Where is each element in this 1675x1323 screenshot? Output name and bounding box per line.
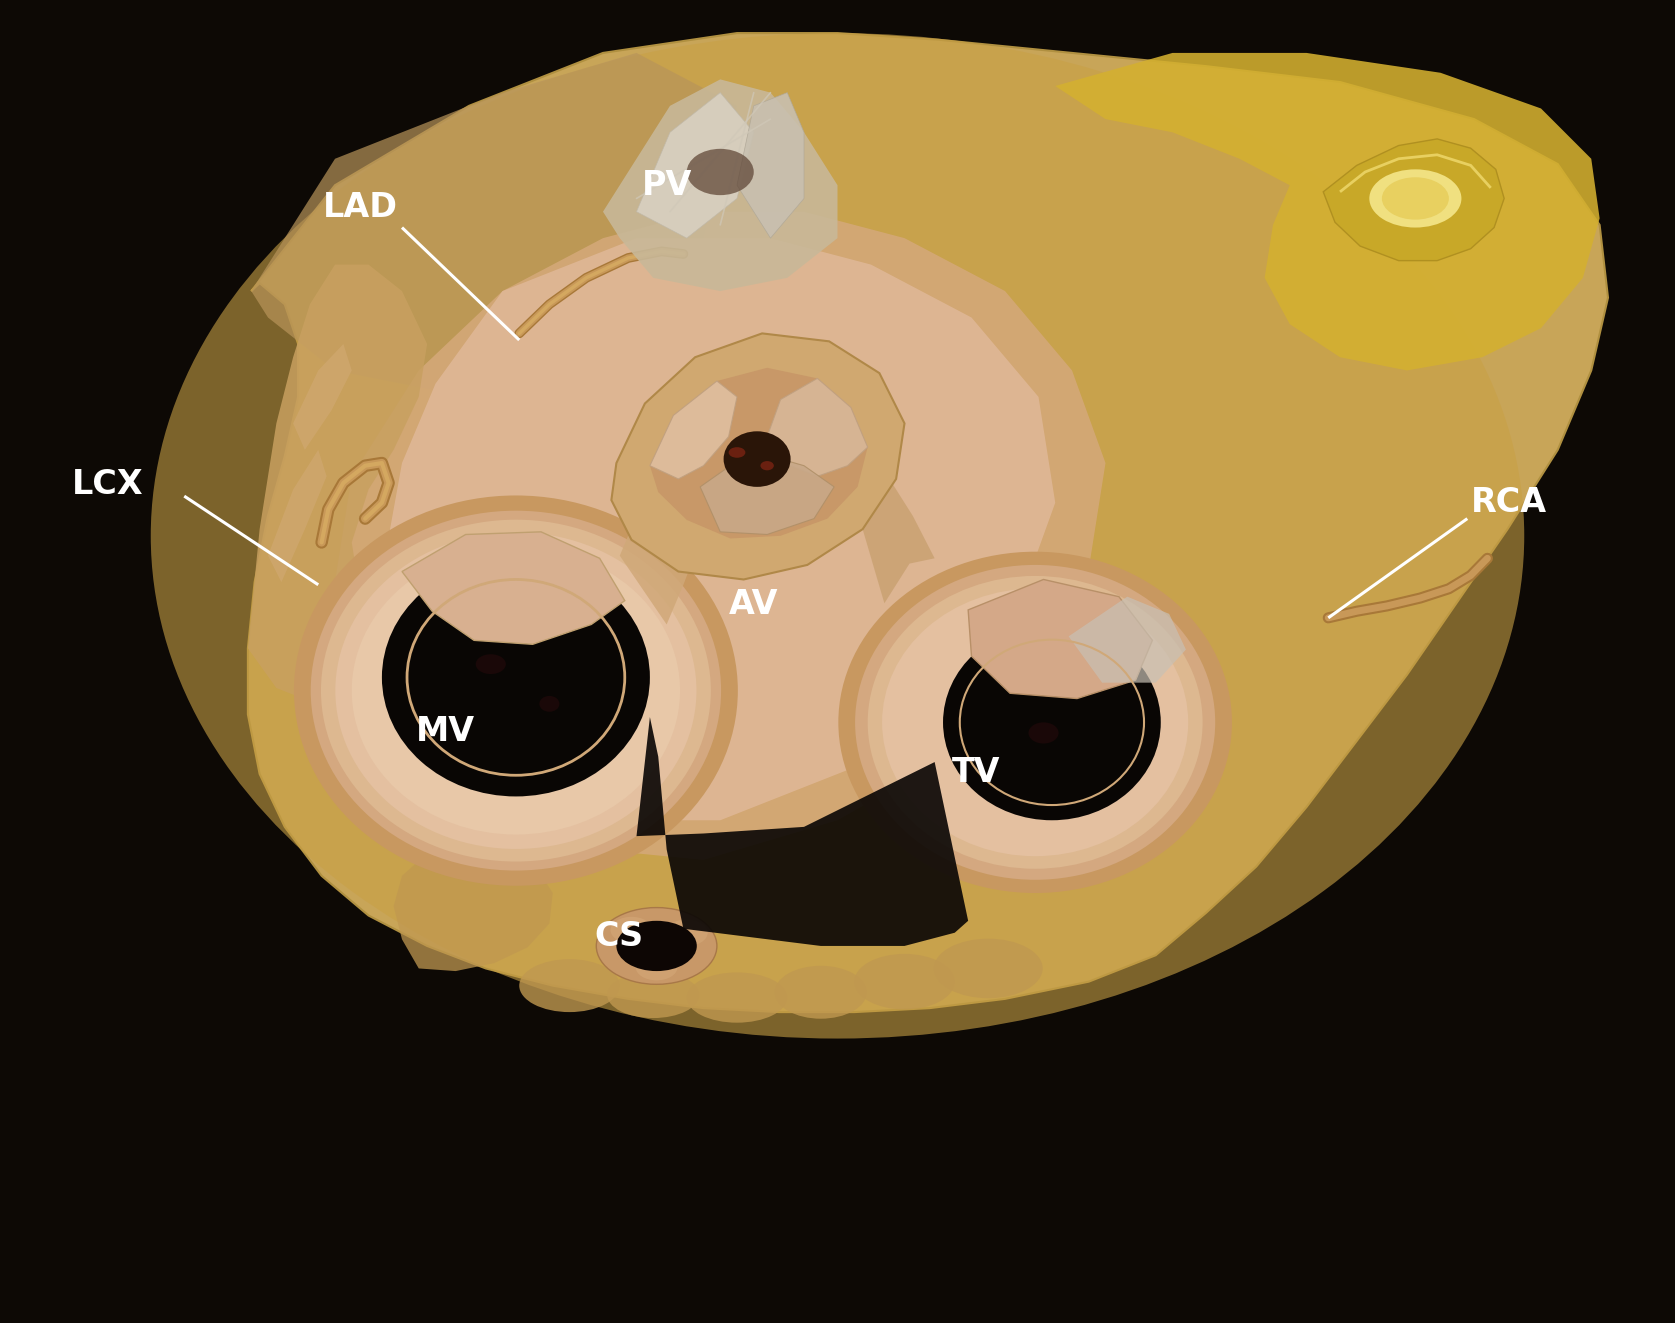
- Polygon shape: [767, 378, 868, 476]
- Polygon shape: [1323, 139, 1504, 261]
- Ellipse shape: [151, 33, 1524, 1039]
- Polygon shape: [737, 93, 804, 238]
- Ellipse shape: [856, 565, 1216, 880]
- Ellipse shape: [636, 954, 677, 980]
- Ellipse shape: [476, 654, 506, 673]
- Text: AV: AV: [729, 589, 779, 620]
- Polygon shape: [636, 717, 968, 946]
- Polygon shape: [251, 53, 737, 397]
- Ellipse shape: [606, 971, 700, 1019]
- Polygon shape: [603, 79, 838, 291]
- Polygon shape: [611, 333, 904, 579]
- Ellipse shape: [610, 917, 653, 943]
- Text: LAD: LAD: [323, 192, 399, 224]
- Ellipse shape: [1382, 177, 1449, 220]
- Ellipse shape: [943, 624, 1161, 820]
- Ellipse shape: [295, 496, 739, 886]
- Ellipse shape: [382, 558, 650, 796]
- Polygon shape: [1055, 53, 1600, 370]
- Ellipse shape: [667, 919, 707, 946]
- Ellipse shape: [868, 576, 1203, 869]
- Ellipse shape: [687, 149, 754, 194]
- Polygon shape: [335, 212, 1106, 860]
- Ellipse shape: [352, 546, 680, 835]
- Text: TV: TV: [951, 757, 1000, 789]
- Polygon shape: [385, 238, 1055, 820]
- Ellipse shape: [883, 589, 1188, 856]
- Polygon shape: [620, 452, 725, 624]
- Polygon shape: [650, 381, 737, 479]
- Ellipse shape: [687, 972, 787, 1023]
- Ellipse shape: [596, 908, 717, 984]
- Polygon shape: [700, 455, 834, 534]
- Ellipse shape: [1028, 722, 1059, 744]
- Text: LCX: LCX: [72, 468, 144, 500]
- Text: RCA: RCA: [1471, 487, 1546, 519]
- Polygon shape: [268, 450, 327, 582]
- Ellipse shape: [729, 447, 745, 458]
- Ellipse shape: [724, 431, 791, 487]
- Text: CS: CS: [595, 921, 643, 953]
- Ellipse shape: [774, 966, 868, 1019]
- Ellipse shape: [312, 511, 720, 871]
- Polygon shape: [394, 844, 553, 971]
- Ellipse shape: [1370, 169, 1461, 228]
- Ellipse shape: [616, 921, 697, 971]
- Ellipse shape: [539, 696, 559, 712]
- Polygon shape: [1069, 597, 1186, 683]
- Ellipse shape: [519, 959, 620, 1012]
- Ellipse shape: [839, 552, 1233, 893]
- Ellipse shape: [935, 939, 1042, 998]
- Ellipse shape: [322, 520, 710, 861]
- Polygon shape: [402, 532, 625, 644]
- Polygon shape: [248, 265, 427, 701]
- Polygon shape: [293, 344, 352, 450]
- Polygon shape: [650, 368, 868, 538]
- Text: PV: PV: [642, 169, 692, 201]
- Ellipse shape: [760, 462, 774, 471]
- Polygon shape: [636, 93, 754, 238]
- Polygon shape: [968, 579, 1152, 699]
- Ellipse shape: [335, 532, 697, 849]
- Ellipse shape: [854, 954, 955, 1009]
- Polygon shape: [248, 33, 1608, 1012]
- Polygon shape: [858, 476, 935, 603]
- Text: MV: MV: [415, 716, 474, 747]
